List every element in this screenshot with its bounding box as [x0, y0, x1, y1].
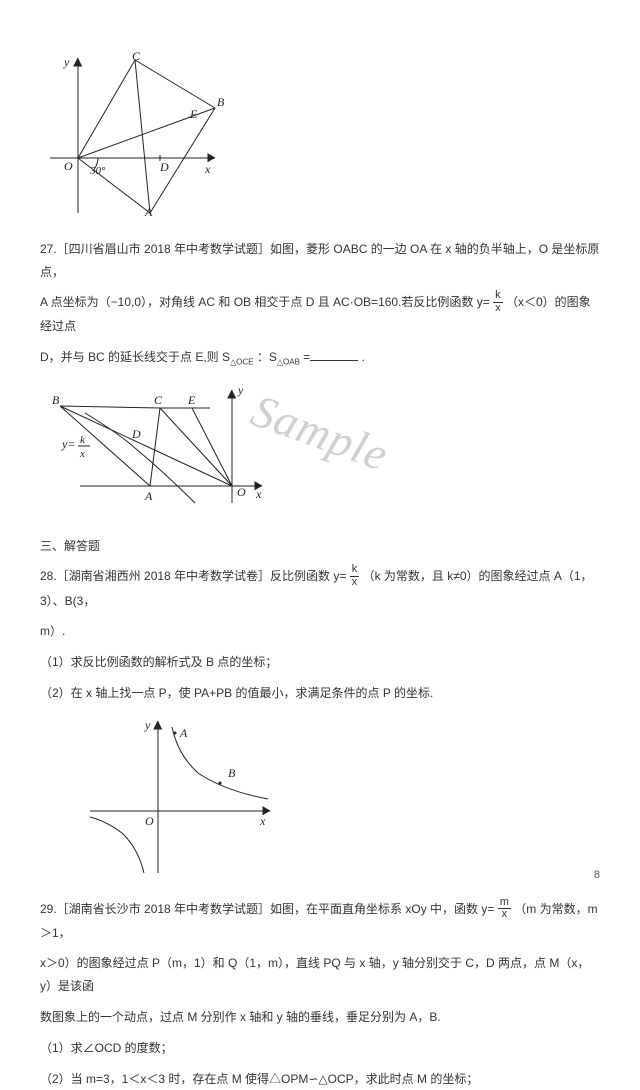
- fig2-A: A: [144, 489, 153, 503]
- page-number: 8: [594, 865, 600, 886]
- fig3-svg: O y x A B: [80, 713, 280, 878]
- q29-frac: m x: [498, 897, 511, 921]
- fig3-y: y: [144, 718, 151, 732]
- fig1-svg: O y x A B C D E 30°: [40, 48, 225, 218]
- figure-27-top: O y x A B C D E 30°: [40, 48, 600, 226]
- fig2-yk: y=: [61, 437, 75, 451]
- q27-period: .: [358, 350, 365, 364]
- fig2-D: D: [131, 427, 141, 441]
- q29-frac-n: m: [498, 897, 511, 910]
- q27-line3b: =: [303, 350, 310, 364]
- q27-mid: ：S: [257, 350, 277, 364]
- q29-frac-d: x: [498, 909, 511, 921]
- q29-sub2: （2）当 m=3，1＜x＜3 时，存在点 M 使得△OPM∽△OCP，求此时点 …: [40, 1068, 600, 1090]
- fig1-B: B: [217, 95, 225, 109]
- q27-frac-d: x: [493, 303, 503, 315]
- fig3-B: B: [228, 766, 236, 780]
- q28-sub1: （1）求反比例函数的解析式及 B 点的坐标；: [40, 651, 600, 674]
- fig2-svg: O y x A B C D E y= k x: [40, 378, 270, 513]
- q28-line2: m）.: [40, 620, 600, 643]
- q27-line2: A 点坐标为（−10,0），对角线 AC 和 OB 相交于点 D 且 AC·OB…: [40, 291, 600, 338]
- q29-line2: x＞0）的图象经过点 P（m，1）和 Q（1，m），直线 PQ 与 x 轴，y …: [40, 952, 600, 998]
- q29-line3: 数图象上的一个动点，过点 M 分别作 x 轴和 y 轴的垂线，垂足分别为 A，B…: [40, 1006, 600, 1029]
- fig3-O: O: [145, 814, 154, 828]
- q27-line1: 27.［四川省眉山市 2018 年中考数学试题］如图，菱形 OABC 的一边 O…: [40, 238, 600, 284]
- fig2-E: E: [187, 393, 196, 407]
- q27-line3a: D，并与 BC 的延长线交于点 E,则 S: [40, 350, 230, 364]
- q28-line1: 28.［湖南省湘西州 2018 年中考数学试卷］反比例函数 y= k x （k …: [40, 565, 600, 612]
- figure-28: O y x A B: [80, 713, 600, 886]
- fig1-O: O: [64, 159, 73, 173]
- q27-blank: [310, 351, 358, 361]
- q27-sub2: △OAB: [277, 358, 300, 367]
- fig3-x: x: [259, 814, 266, 828]
- q27-line3: D，并与 BC 的延长线交于点 E,则 S△OCE ：S△OAB = .: [40, 346, 600, 370]
- fig1-angle: 30°: [89, 165, 106, 177]
- fig2-B: B: [52, 393, 60, 407]
- fig2-k: k: [80, 434, 86, 446]
- q28-line1a: 28.［湖南省湘西州 2018 年中考数学试卷］反比例函数 y=: [40, 570, 346, 584]
- fig2-xs: x: [79, 448, 85, 460]
- q29-line1: 29.［湖南省长沙市 2018 年中考数学试题］如图，在平面直角坐标系 xOy …: [40, 898, 600, 945]
- section-3-title: 三、解答题: [40, 535, 600, 558]
- fig2-x: x: [255, 487, 262, 501]
- fig1-y: y: [63, 55, 70, 69]
- fig2-y: y: [237, 383, 244, 397]
- fig1-E: E: [189, 107, 198, 121]
- fig1-A: A: [144, 205, 153, 218]
- q27-sub1: △OCE: [230, 358, 254, 367]
- q28-frac: k x: [350, 564, 360, 588]
- fig1-C: C: [132, 49, 141, 63]
- fig2-C: C: [154, 393, 163, 407]
- fig1-D: D: [159, 160, 169, 174]
- q28-sub2: （2）在 x 轴上找一点 P，使 PA+PB 的值最小，求满足条件的点 P 的坐…: [40, 682, 600, 705]
- figure-27-bottom: O y x A B C D E y= k x: [40, 378, 600, 521]
- q29-sub1: （1）求∠OCD 的度数；: [40, 1037, 600, 1060]
- q27-line2a: A 点坐标为（−10,0），对角线 AC 和 OB 相交于点 D 且 AC·OB…: [40, 296, 490, 310]
- fig2-O: O: [237, 485, 246, 499]
- q28-frac-d: x: [350, 577, 360, 589]
- fig1-x: x: [204, 162, 211, 176]
- q27-frac: k x: [493, 290, 503, 314]
- fig3-A: A: [179, 726, 188, 740]
